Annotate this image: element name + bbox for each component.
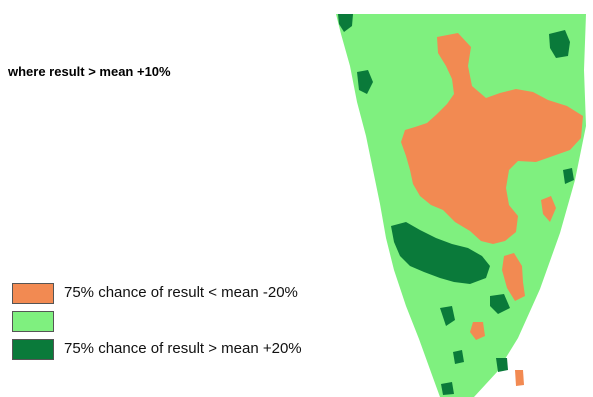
legend-swatch-light-green — [12, 311, 54, 332]
orange-zone-small-south — [502, 253, 525, 301]
orange-zone-small-3 — [515, 370, 524, 386]
dark-green-zone-north — [338, 14, 353, 32]
orange-zone-small-east — [541, 196, 556, 222]
dark-green-zone-south-4 — [496, 358, 508, 372]
legend-swatch-orange — [12, 283, 54, 304]
orange-zone-main — [401, 33, 583, 244]
dark-green-zone-south-2 — [490, 294, 510, 314]
caption-text: where result > mean +10% — [8, 64, 171, 79]
dark-green-zone-west — [357, 70, 373, 94]
orange-zone-small-2 — [470, 322, 485, 340]
dark-green-zone-main — [391, 222, 490, 284]
dark-green-zone-south-3 — [453, 350, 464, 364]
legend-label-orange: 75% chance of result < mean -20% — [64, 284, 298, 301]
legend-swatch-dark-green — [12, 339, 54, 360]
legend-label-dark-green: 75% chance of result > mean +20% — [64, 340, 302, 357]
dark-green-zone-east — [563, 168, 574, 184]
dark-green-zone-south-1 — [440, 306, 455, 326]
dark-green-zone-northeast — [549, 30, 570, 58]
dark-green-zone-tip — [441, 382, 454, 395]
